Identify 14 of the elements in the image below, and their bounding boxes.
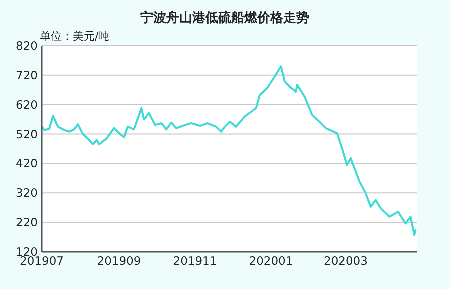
y-tick-label: 620 (16, 98, 38, 112)
line-series (41, 66, 417, 236)
y-tick-label: 220 (16, 216, 38, 230)
x-tick-label: 202003 (324, 254, 368, 268)
x-tick-label: 202001 (249, 254, 294, 268)
y-tick-label: 420 (16, 156, 38, 171)
y-tick-label: 320 (16, 186, 38, 200)
y-axis-title: 单位：美元/吨 (40, 30, 110, 43)
x-tick-label: 201911 (173, 254, 218, 268)
y-tick-label: 820 (16, 39, 38, 53)
y-tick-label: 720 (16, 68, 38, 82)
x-tick-label: 201909 (97, 254, 142, 268)
chart-title: 宁波舟山港低硫船燃价格走势 (140, 10, 310, 26)
y-tick-label: 520 (16, 127, 38, 142)
